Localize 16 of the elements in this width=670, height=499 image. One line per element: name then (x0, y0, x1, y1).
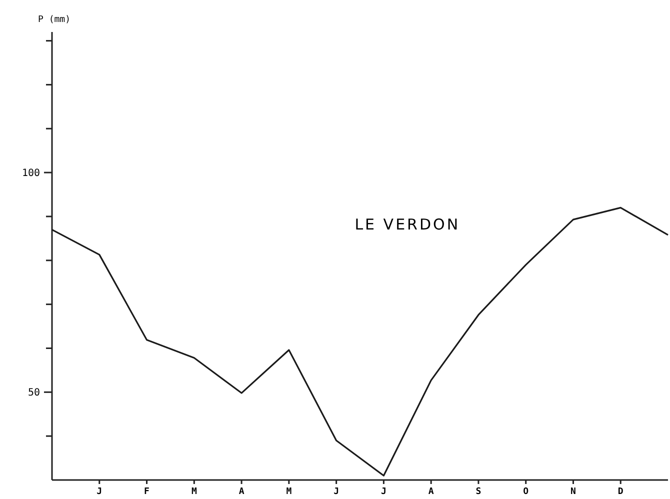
x-tick-label: D (618, 487, 624, 497)
y-tick-label: 50 (28, 388, 40, 399)
x-tick-label: M (191, 487, 198, 497)
x-tick-label: J (334, 487, 340, 497)
x-tick-label: M (286, 487, 292, 497)
text: LE VERDON (354, 216, 460, 234)
y-axis-title: P (mm) (38, 15, 71, 25)
x-tick-label: J (380, 487, 386, 497)
x-tick-label: N (570, 487, 576, 497)
x-tick-label: A (428, 487, 434, 497)
x-tick-label: O (523, 487, 530, 497)
x-tick-label: A (238, 487, 245, 497)
x-tick-label: F (144, 487, 150, 497)
x-tick-label: S (476, 487, 482, 497)
x-tick-label: J (96, 487, 102, 497)
y-tick-label: 100 (22, 168, 40, 180)
